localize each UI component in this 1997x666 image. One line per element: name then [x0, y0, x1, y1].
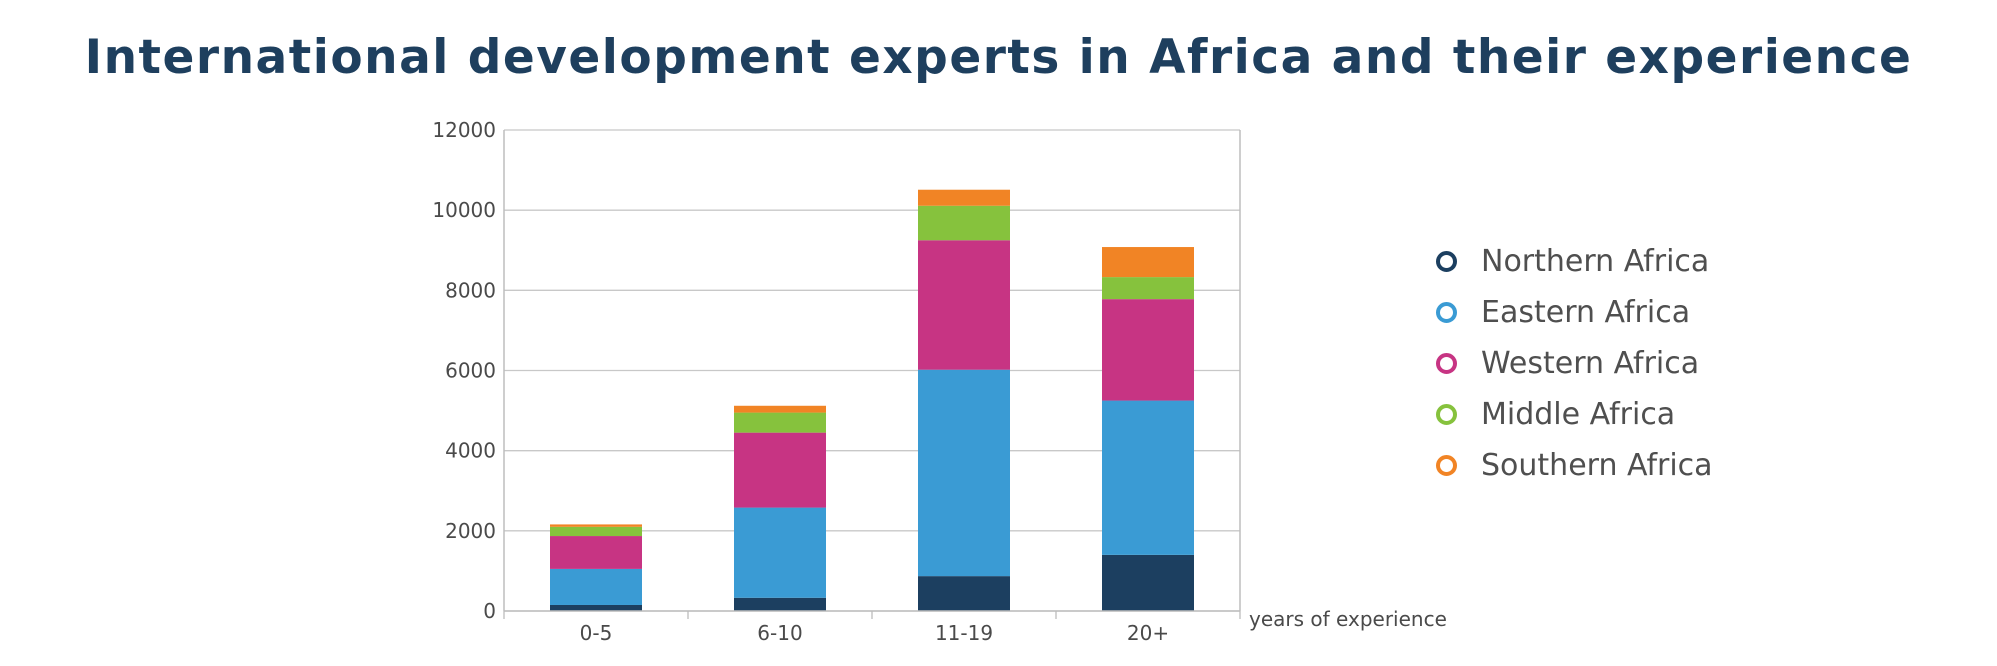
bar-segment — [734, 597, 826, 611]
legend-item: Southern Africa — [1436, 440, 1713, 491]
y-tick-label: 6000 — [445, 359, 496, 383]
legend-label: Southern Africa — [1481, 448, 1713, 483]
y-tick-label: 8000 — [445, 278, 496, 302]
legend-marker-icon — [1436, 455, 1457, 476]
bar-segment — [1102, 247, 1194, 278]
legend-item: Northern Africa — [1436, 236, 1713, 287]
legend: Northern Africa Eastern Africa Western Afr… — [1436, 236, 1713, 491]
axes — [503, 130, 1241, 619]
y-tick-labels: 0 2000 4000 6000 8000 10000 12000 — [432, 118, 496, 623]
bar-segment — [734, 412, 826, 433]
legend-label: Eastern Africa — [1481, 295, 1691, 330]
bar-segment — [734, 432, 826, 508]
legend-marker-icon — [1436, 251, 1457, 272]
x-tick-label: 0-5 — [580, 621, 613, 645]
bar-segment — [734, 405, 826, 413]
bar-stacks — [550, 189, 1194, 611]
legend-label: Western Africa — [1481, 346, 1700, 381]
x-tick-labels: 0-5 6-10 11-19 20+ — [580, 621, 1169, 645]
legend-label: Northern Africa — [1481, 244, 1710, 279]
bar-segment — [918, 576, 1010, 611]
bar-segment — [918, 189, 1010, 206]
legend-item: Eastern Africa — [1436, 287, 1713, 338]
x-tick-label: 20+ — [1127, 621, 1169, 645]
bar-segment — [1102, 277, 1194, 300]
bar-segment — [550, 604, 642, 611]
bar-segment — [734, 507, 826, 598]
x-tick-label: 6-10 — [757, 621, 802, 645]
legend-marker-icon — [1436, 404, 1457, 425]
bar-segment — [1102, 299, 1194, 401]
x-tick-label: 11-19 — [935, 621, 993, 645]
bar-segment — [918, 369, 1010, 577]
y-tick-label: 10000 — [432, 198, 496, 222]
bar-segment — [918, 240, 1010, 370]
legend-marker-icon — [1436, 302, 1457, 323]
bar-segment — [550, 526, 642, 537]
bar-segment — [1102, 554, 1194, 611]
legend-item: Middle Africa — [1436, 389, 1713, 440]
chart-title: International development experts in Afr… — [84, 30, 1913, 85]
bar-segment — [918, 205, 1010, 241]
legend-marker-icon — [1436, 353, 1457, 374]
y-tick-label: 0 — [483, 599, 496, 623]
bar-segment — [550, 524, 642, 527]
legend-item: Western Africa — [1436, 338, 1713, 389]
y-tick-label: 2000 — [445, 519, 496, 543]
bar-segment — [1102, 400, 1194, 555]
y-tick-label: 12000 — [432, 118, 496, 142]
bar-segment — [550, 568, 642, 605]
bar-segment — [550, 536, 642, 569]
x-axis-label: years of experience — [1249, 607, 1447, 631]
y-tick-label: 4000 — [445, 439, 496, 463]
legend-label: Middle Africa — [1481, 397, 1676, 432]
